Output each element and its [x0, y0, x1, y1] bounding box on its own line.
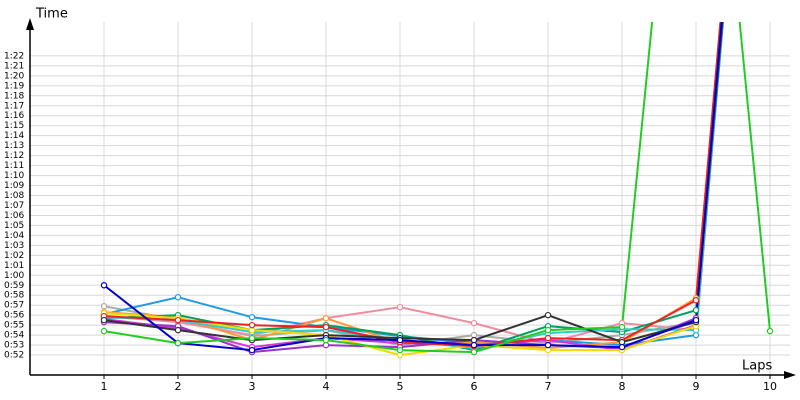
- x-tick-label: 9: [693, 380, 700, 393]
- x-tick-label: 8: [619, 380, 626, 393]
- y-tick-label: 0:57: [4, 301, 24, 311]
- y-axis-arrow: [26, 18, 34, 30]
- y-tick-label: 1:12: [4, 151, 24, 161]
- data-point: [544, 311, 552, 319]
- data-point: [544, 341, 552, 349]
- series-line: [103, 22, 725, 347]
- y-tick-label: 1:11: [4, 161, 24, 171]
- series-line: [103, 22, 722, 348]
- y-tick-label: 1:03: [4, 241, 24, 251]
- data-point: [322, 314, 330, 322]
- data-point: [470, 319, 478, 327]
- data-point: [544, 334, 552, 342]
- y-tick-label: 0:56: [4, 311, 24, 321]
- y-tick-label: 1:04: [4, 231, 24, 241]
- y-tick-label: 0:55: [4, 321, 24, 331]
- data-point: [692, 316, 700, 324]
- data-point: [174, 294, 182, 301]
- y-tick-label: 1:14: [4, 131, 24, 141]
- y-tick-label: 1:17: [4, 101, 24, 111]
- data-point: [322, 336, 330, 344]
- data-point: [396, 346, 404, 354]
- y-tick-label: 1:06: [4, 211, 24, 221]
- series-line: [103, 22, 723, 352]
- x-tick-label: 4: [323, 380, 330, 393]
- y-tick-label: 1:05: [4, 221, 24, 231]
- data-point: [100, 327, 108, 335]
- x-axis-arrow: [784, 371, 796, 379]
- data-point: [396, 303, 404, 311]
- y-tick-label: 1:19: [4, 81, 24, 91]
- x-tick-label: 10: [763, 380, 777, 393]
- series-line: [103, 22, 724, 347]
- y-tick-label: 1:15: [4, 121, 24, 131]
- data-point: [100, 282, 108, 289]
- y-tick-label: 1:22: [4, 51, 24, 61]
- data-point: [248, 334, 256, 342]
- data-point: [100, 302, 108, 310]
- y-tick-label: 0:53: [4, 341, 24, 351]
- data-point: [248, 346, 256, 354]
- y-tick-label: 1:21: [4, 61, 24, 71]
- grid: [30, 22, 790, 375]
- y-tick-label: 1:08: [4, 191, 24, 201]
- x-tick-label: 7: [545, 380, 552, 393]
- series-line: [103, 22, 723, 352]
- y-axis-label: Time: [35, 7, 68, 22]
- series-line: [103, 22, 724, 345]
- x-tick-label: 2: [175, 380, 182, 393]
- data-point: [470, 341, 478, 349]
- data-point: [470, 348, 478, 356]
- data-point: [692, 297, 700, 304]
- data-point: [248, 313, 256, 321]
- series-line: [103, 22, 723, 352]
- data-point: [248, 321, 256, 329]
- data-point: [618, 323, 626, 331]
- y-tick-label: 1:07: [4, 201, 24, 211]
- series-line: [103, 22, 724, 344]
- plot-area: [100, 22, 774, 359]
- series-line: [103, 22, 771, 354]
- y-tick-label: 1:01: [4, 261, 24, 271]
- data-point: [322, 323, 330, 331]
- tick-labels: 0:520:530:540:550:560:570:580:591:001:01…: [4, 51, 777, 393]
- y-tick-label: 1:02: [4, 251, 24, 261]
- series-line: [103, 22, 724, 350]
- y-tick-label: 1:13: [4, 141, 24, 151]
- data-point: [396, 336, 404, 344]
- series-line: [103, 22, 722, 350]
- data-point: [618, 343, 626, 351]
- y-tick-label: 1:20: [4, 71, 24, 81]
- x-tick-label: 3: [249, 380, 256, 393]
- data-point: [766, 327, 774, 335]
- y-tick-label: 1:10: [4, 171, 24, 181]
- x-axis-label: Laps: [742, 359, 772, 374]
- data-point: [174, 326, 182, 334]
- y-tick-label: 1:16: [4, 111, 24, 121]
- data-point: [100, 316, 108, 324]
- data-point: [174, 316, 182, 324]
- data-point: [692, 306, 700, 314]
- y-tick-label: 0:54: [4, 331, 24, 341]
- x-tick-label: 5: [397, 380, 404, 393]
- x-tick-label: 6: [471, 380, 478, 393]
- y-tick-label: 0:58: [4, 291, 24, 301]
- y-tick-label: 0:52: [4, 351, 24, 361]
- series-line: [103, 22, 723, 357]
- x-tick-label: 1: [101, 380, 108, 393]
- y-tick-label: 0:59: [4, 281, 24, 291]
- y-tick-label: 1:09: [4, 181, 24, 191]
- y-tick-label: 1:00: [4, 271, 24, 281]
- data-point: [544, 326, 552, 334]
- data-point: [174, 339, 182, 347]
- y-tick-label: 1:18: [4, 91, 24, 101]
